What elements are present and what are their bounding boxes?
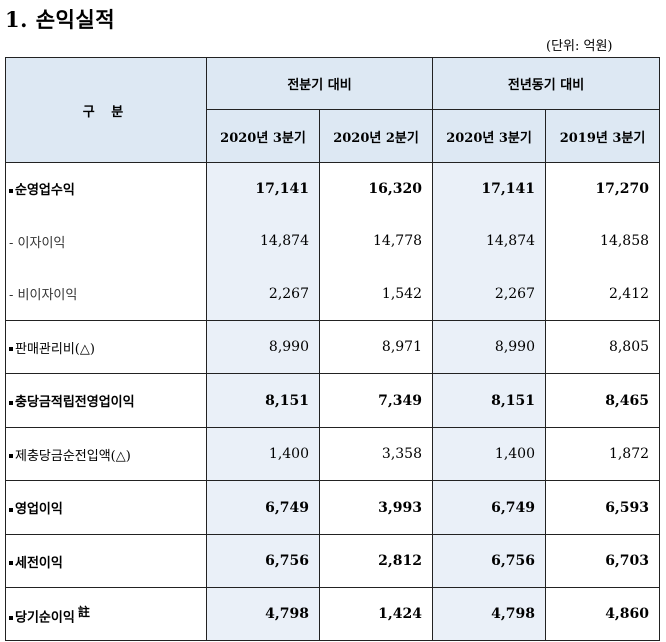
header-col-1: 2020년 3분기 (206, 109, 320, 163)
row-label: 순영업수익 (5, 162, 207, 215)
cell-value: 6,703 (545, 534, 661, 588)
cell-value: 1,400 (206, 427, 320, 481)
cell-value: 2,412 (545, 267, 661, 321)
bullet-icon (9, 188, 13, 193)
footnote-marker: 註 (77, 604, 90, 619)
cell-value: 14,778 (318, 214, 434, 268)
row-label: - 이자이익 (5, 214, 207, 268)
table-row: - 이자이익 14,874 14,778 14,874 14,858 (5, 214, 661, 268)
cell-value: 6,756 (206, 534, 320, 588)
cell-value: 3,358 (318, 427, 434, 481)
row-label: 영업이익 (5, 480, 207, 535)
cell-value: 8,151 (432, 373, 547, 428)
header-category: 구 분 (5, 57, 207, 163)
cell-value: 1,424 (318, 587, 434, 641)
cell-value: 4,860 (545, 587, 661, 641)
cell-value: 8,151 (206, 373, 320, 428)
bullet-icon (9, 507, 13, 512)
header-col-2: 2020년 2분기 (318, 109, 434, 163)
table-row: 판매관리비(△) 8,990 8,971 8,990 8,805 (5, 320, 661, 374)
unit-label: (단위: 억원) (546, 39, 613, 54)
cell-value: 7,349 (318, 373, 434, 428)
cell-value: 6,593 (545, 480, 661, 535)
cell-value: 2,267 (432, 267, 547, 321)
cell-value: 14,858 (545, 214, 661, 268)
cell-value: 6,749 (206, 480, 320, 535)
table-row: 충당금적립전영업이익 8,151 7,349 8,151 8,465 (5, 373, 661, 428)
header-col-3: 2020년 3분기 (432, 109, 547, 163)
page-title: 1. 손익실적 (5, 7, 116, 32)
table-row: 순영업수익 17,141 16,320 17,141 17,270 (5, 162, 661, 215)
table-row: 세전이익 6,756 2,812 6,756 6,703 (5, 534, 661, 588)
bullet-icon (9, 561, 13, 565)
cell-value: 14,874 (206, 214, 320, 268)
row-label: 판매관리비(△) (5, 320, 207, 374)
income-statement-table: 구 분 전분기 대비 전년동기 대비 2020년 3분기 2020년 2분기 2… (5, 57, 661, 641)
cell-value: 2,267 (206, 267, 320, 321)
row-label: 충당금적립전영업이익 (5, 373, 207, 428)
header-col-4: 2019년 3분기 (545, 109, 661, 163)
cell-value: 8,971 (318, 320, 434, 374)
cell-value: 8,990 (206, 320, 320, 374)
cell-value: 16,320 (318, 162, 434, 215)
bullet-icon (9, 347, 13, 351)
bullet-icon (9, 615, 13, 620)
row-label: 제충당금순전입액(△) (5, 427, 207, 481)
bullet-icon (9, 454, 13, 458)
row-label: 당기순이익 註 (5, 587, 207, 641)
row-label: - 비이자이익 (5, 267, 207, 321)
table-row: 당기순이익 註 4,798 1,424 4,798 4,860 (5, 587, 661, 641)
table-row: 영업이익 6,749 3,993 6,749 6,593 (5, 480, 661, 535)
cell-value: 4,798 (432, 587, 547, 641)
header-group-qoq: 전분기 대비 (205, 57, 434, 110)
cell-value: 2,812 (318, 534, 434, 588)
bullet-icon (9, 400, 13, 405)
cell-value: 14,874 (432, 214, 547, 268)
cell-value: 1,542 (318, 267, 434, 321)
table-row: - 비이자이익 2,267 1,542 2,267 2,412 (5, 267, 661, 321)
cell-value: 8,465 (545, 373, 661, 428)
cell-value: 1,400 (432, 427, 547, 481)
cell-value: 4,798 (206, 587, 320, 641)
cell-value: 6,749 (432, 480, 547, 535)
row-label: 세전이익 (5, 534, 207, 588)
cell-value: 1,872 (545, 427, 661, 481)
cell-value: 8,805 (545, 320, 661, 374)
cell-value: 17,141 (206, 162, 320, 215)
cell-value: 17,141 (432, 162, 547, 215)
header-group-yoy: 전년동기 대비 (432, 57, 661, 110)
cell-value: 8,990 (432, 320, 547, 374)
cell-value: 17,270 (545, 162, 661, 215)
cell-value: 6,756 (432, 534, 547, 588)
cell-value: 3,993 (318, 480, 434, 535)
table-row: 제충당금순전입액(△) 1,400 3,358 1,400 1,872 (5, 427, 661, 481)
